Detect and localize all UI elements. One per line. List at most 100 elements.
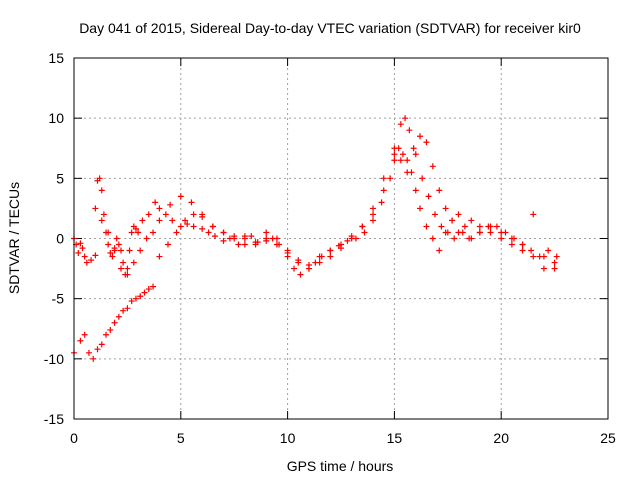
data-point [468, 217, 475, 224]
data-point [540, 265, 547, 272]
data-point [431, 211, 438, 218]
data-point [167, 201, 174, 208]
y-tick-label: 15 [48, 50, 64, 66]
data-point [327, 253, 334, 260]
data-point [120, 259, 127, 266]
data-point [316, 259, 323, 266]
data-point [132, 225, 139, 232]
data-point [130, 259, 137, 266]
data-point [498, 235, 505, 242]
data-point [476, 229, 483, 236]
data-point [156, 217, 163, 224]
data-point [449, 217, 456, 224]
data-point [81, 331, 88, 338]
x-tick-label: 5 [177, 430, 185, 446]
data-point [553, 253, 560, 260]
data-point [205, 229, 212, 236]
data-point [487, 223, 494, 230]
data-point [209, 223, 216, 230]
data-point [361, 229, 368, 236]
plot-frame [73, 57, 609, 420]
data-point [105, 229, 112, 236]
data-point [429, 235, 436, 242]
data-point [551, 265, 558, 272]
data-point [519, 247, 526, 254]
data-point [316, 253, 323, 260]
data-point [412, 151, 419, 158]
data-point [145, 211, 152, 218]
data-point [417, 133, 424, 140]
data-point [220, 237, 227, 244]
data-point [438, 223, 445, 230]
y-tick-label: -5 [52, 291, 65, 307]
data-point [273, 235, 280, 242]
x-tick-label: 0 [70, 430, 78, 446]
data-point [98, 187, 105, 194]
data-point [150, 283, 157, 290]
y-axis-label: SDTVAR / TECUs [6, 182, 22, 294]
data-point [235, 241, 242, 248]
data-point [92, 252, 99, 259]
data-point [348, 235, 355, 242]
data-point [177, 223, 184, 230]
y-tick-label: 10 [48, 110, 64, 126]
data-point [162, 211, 169, 218]
data-point [88, 257, 95, 264]
data-point [139, 217, 146, 224]
y-tick-label: -15 [44, 411, 64, 427]
data-point [128, 229, 135, 236]
data-point [540, 253, 547, 260]
data-point [156, 205, 163, 212]
data-point [156, 253, 163, 260]
data-point [100, 211, 107, 218]
data-point [528, 247, 535, 254]
data-point [476, 223, 483, 230]
data-point [113, 235, 120, 242]
chart-title: Day 041 of 2015, Sidereal Day-to-day VTE… [79, 20, 581, 36]
data-point [455, 229, 462, 236]
tick-layer: 0 5 10 15 20 25 -15 -10 -5 0 5 10 15 [44, 50, 616, 446]
data-point [412, 187, 419, 194]
data-point [425, 193, 432, 200]
data-point [466, 235, 473, 242]
data-point [252, 239, 259, 246]
data-point [173, 229, 180, 236]
data-point [436, 187, 443, 194]
data-point [107, 249, 114, 256]
data-point [273, 241, 280, 248]
data-point [137, 293, 144, 300]
data-point [444, 229, 451, 236]
data-point [402, 115, 409, 122]
data-point [190, 211, 197, 218]
data-point [231, 235, 238, 242]
data-point [493, 223, 500, 230]
data-point [79, 245, 86, 252]
data-series [71, 145, 560, 278]
data-point [115, 241, 122, 248]
data-point [90, 355, 97, 362]
data-point [305, 265, 312, 272]
data-point [124, 265, 131, 272]
data-point [461, 223, 468, 230]
data-point [530, 211, 537, 218]
data-point [182, 217, 189, 224]
data-point [263, 229, 270, 236]
data-point [188, 199, 195, 206]
data-point [508, 241, 515, 248]
data-point [98, 341, 105, 348]
data-point [344, 237, 351, 244]
data-point [423, 139, 430, 146]
x-axis-label: GPS time / hours [287, 458, 394, 474]
data-point [85, 349, 92, 356]
data-point [551, 259, 558, 266]
data-point [241, 233, 248, 240]
data-point [83, 259, 90, 266]
data-point [115, 313, 122, 320]
data-point [135, 229, 142, 236]
data-point [98, 217, 105, 224]
data-point [399, 151, 406, 158]
data-point [105, 241, 112, 248]
data-point [126, 247, 133, 254]
data-point [150, 229, 157, 236]
